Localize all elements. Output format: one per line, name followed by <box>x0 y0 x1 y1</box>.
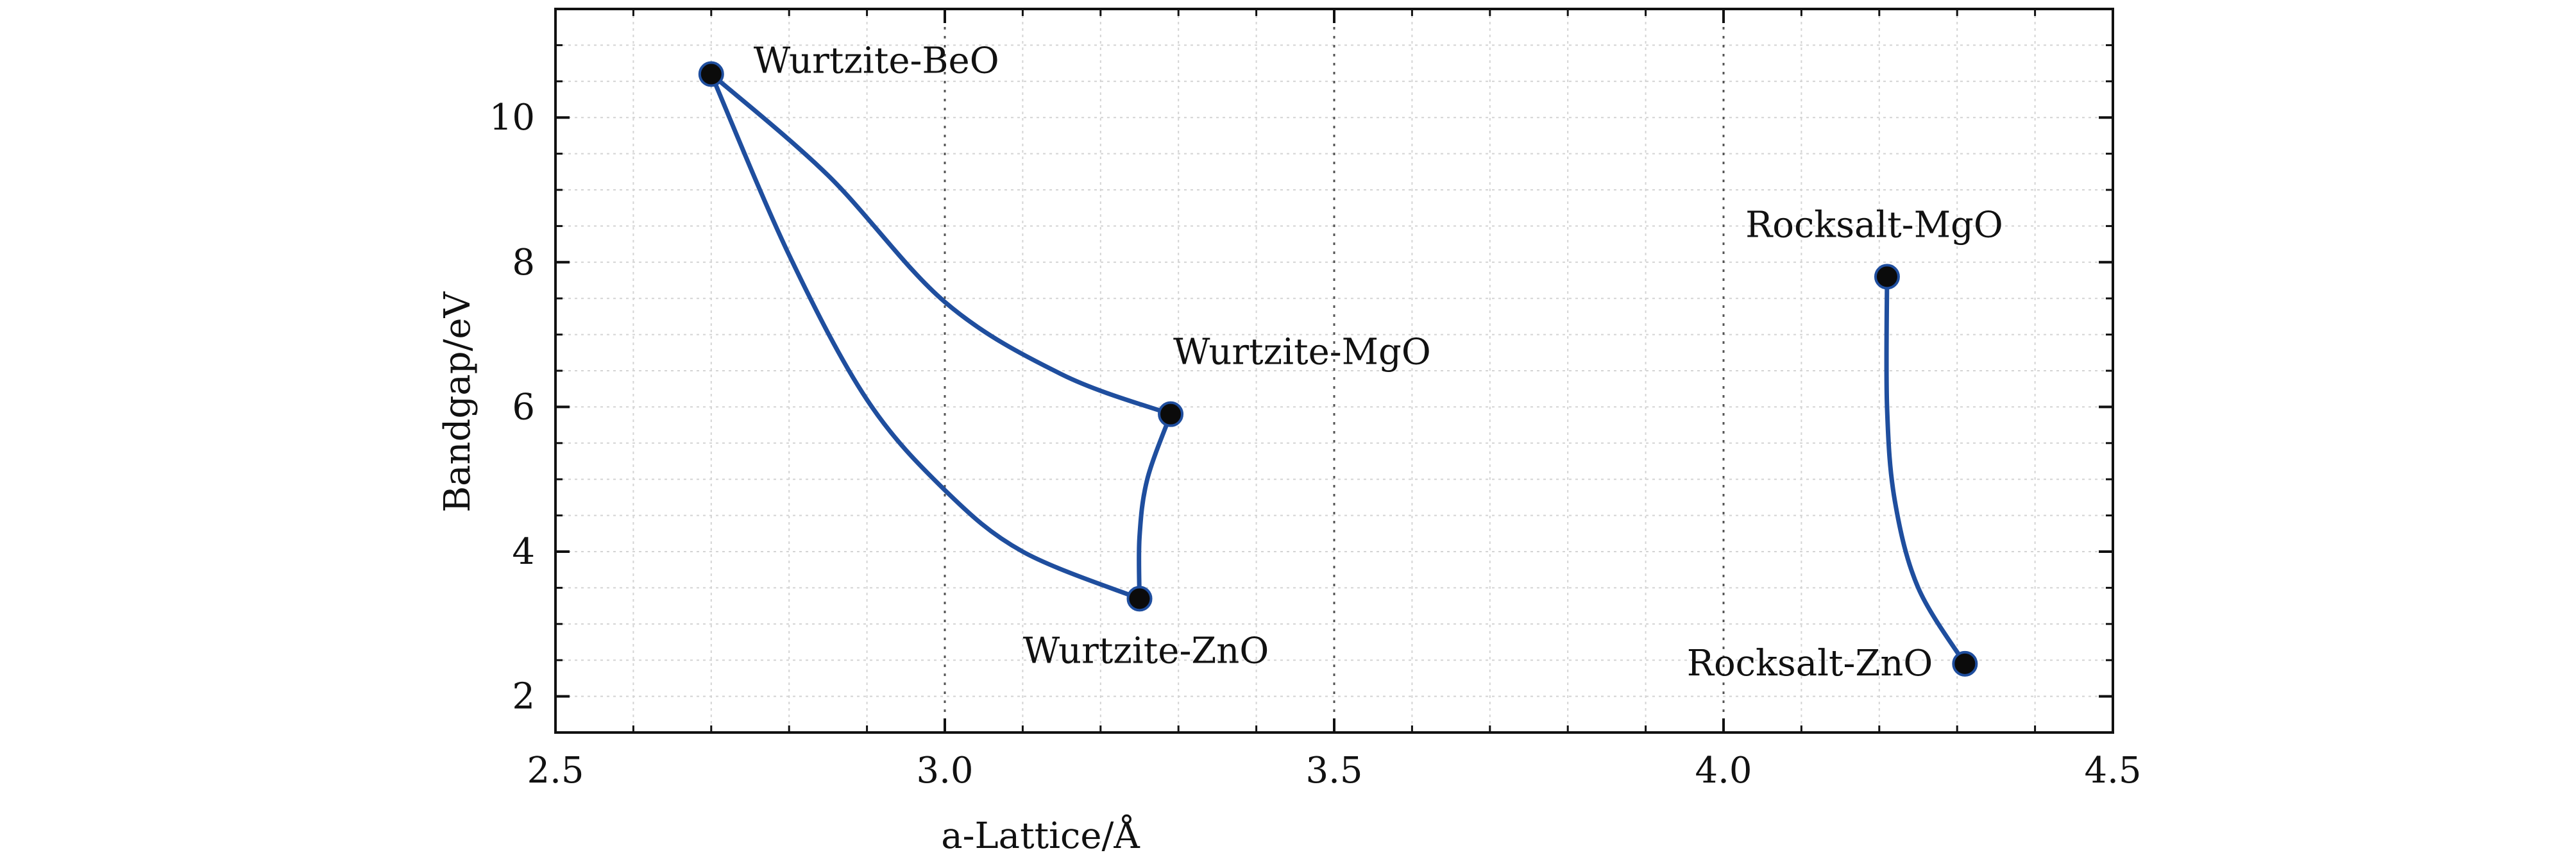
label-wurtzite-zno: Wurtzite-ZnO <box>1023 630 1269 672</box>
y-tick-label: 6 <box>512 386 535 428</box>
point-wurtzite-mgo <box>1158 401 1184 427</box>
label-wurtzite-mgo: Wurtzite-MgO <box>1173 332 1431 373</box>
grid <box>555 9 2113 733</box>
y-tick-label: 4 <box>512 531 535 573</box>
x-axis-title: a-Lattice/Å <box>941 814 1140 857</box>
y-tick-label: 8 <box>512 242 535 284</box>
x-tick-label: 3.5 <box>1305 750 1362 792</box>
point-labels: Wurtzite-BeO Wurtzite-MgO Wurtzite-ZnO Rock… <box>754 40 2003 684</box>
x-tick-label: 4.5 <box>2084 750 2141 792</box>
x-tick-label: 4.0 <box>1695 750 1752 792</box>
x-tick-label: 2.5 <box>527 750 584 792</box>
curve-wurtzite-mgo-to-wurtzite-zno <box>1137 413 1173 599</box>
y-tick-label: 10 <box>489 97 535 139</box>
curve-rocksalt-mgo-to-rocksalt-zno <box>1884 276 1967 665</box>
label-rocksalt-zno: Rocksalt-ZnO <box>1687 643 1933 684</box>
point-wurtzite-zno <box>1126 586 1153 612</box>
data-points <box>698 61 1978 677</box>
axis-ticks: 2.5 3.0 3.5 4.0 4.5 2 4 6 8 10 <box>489 9 2142 792</box>
point-wurtzite-beo <box>698 61 724 87</box>
label-rocksalt-mgo: Rocksalt-MgO <box>1745 204 2003 246</box>
curve-wurtzite-beo-to-wurtzite-mgo <box>709 72 1172 416</box>
point-rocksalt-mgo <box>1874 264 1900 290</box>
y-axis-title: Bandgap/eV <box>437 291 479 512</box>
x-tick-label: 3.0 <box>916 750 973 792</box>
curve-wurtzite-beo-to-wurtzite-zno <box>709 73 1140 601</box>
curves <box>709 72 1967 665</box>
point-rocksalt-zno <box>1952 650 1978 677</box>
y-tick-label: 2 <box>512 676 535 718</box>
label-wurtzite-beo: Wurtzite-BeO <box>754 40 999 82</box>
